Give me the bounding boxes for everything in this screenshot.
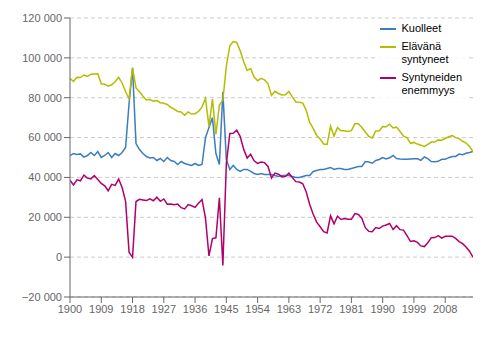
svg-text:1990: 1990 xyxy=(370,303,394,315)
svg-text:1981: 1981 xyxy=(339,303,363,315)
svg-text:1954: 1954 xyxy=(245,303,269,315)
svg-text:1999: 1999 xyxy=(402,303,426,315)
html-text:Elävänä syntyneet: Elävänä syntyneet xyxy=(401,40,449,65)
svg-text:1936: 1936 xyxy=(183,303,207,315)
svg-text:40 000: 40 000 xyxy=(28,171,62,183)
svg-text:80 000: 80 000 xyxy=(28,92,62,104)
svg-text:1972: 1972 xyxy=(308,303,332,315)
svg-text:1963: 1963 xyxy=(277,303,301,315)
html-text:Kuolleet: Kuolleet xyxy=(401,22,442,34)
svg-text:1918: 1918 xyxy=(120,303,144,315)
svg-text:100 000: 100 000 xyxy=(22,52,62,64)
html-text:Syntyneiden enemmyys: Syntyneiden enemmyys xyxy=(401,71,462,96)
svg-text:1927: 1927 xyxy=(152,303,176,315)
svg-text:1909: 1909 xyxy=(89,303,113,315)
svg-text:1945: 1945 xyxy=(214,303,238,315)
svg-text:60 000: 60 000 xyxy=(28,131,62,143)
svg-text:120 000: 120 000 xyxy=(22,12,62,24)
svg-text:20 000: 20 000 xyxy=(28,211,62,223)
svg-text:0: 0 xyxy=(56,251,62,263)
svg-text:2008: 2008 xyxy=(433,303,457,315)
svg-text:−20 000: −20 000 xyxy=(22,291,62,303)
svg-text:1900: 1900 xyxy=(58,303,82,315)
